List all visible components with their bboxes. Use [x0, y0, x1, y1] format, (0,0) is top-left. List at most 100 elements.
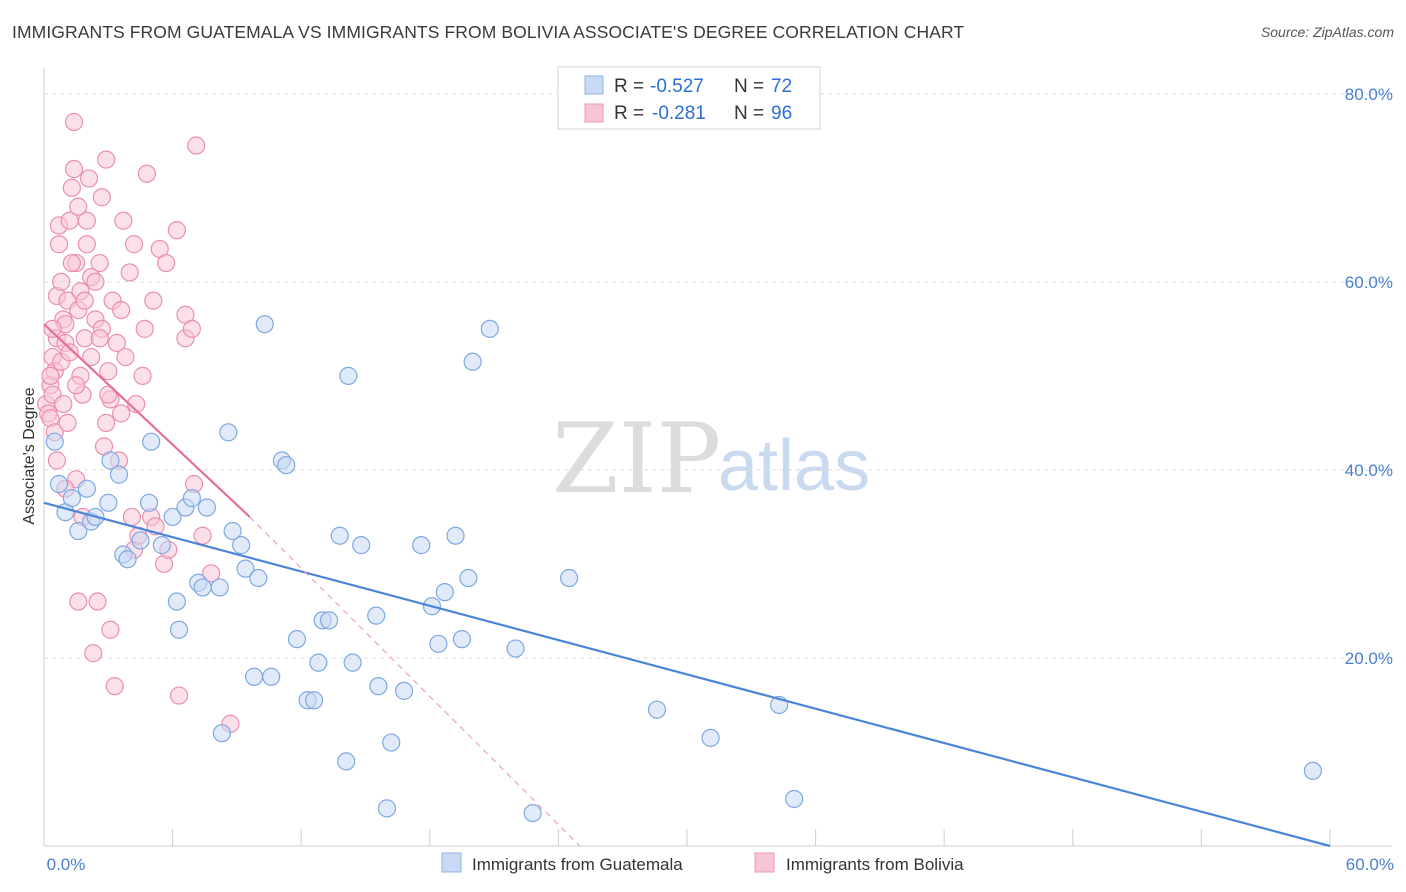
bottom-legend-label-bolivia: Immigrants from Bolivia [786, 855, 964, 874]
point-bolivia [64, 159, 84, 179]
point-guatemala [118, 550, 137, 569]
point-guatemala [377, 799, 397, 818]
point-guatemala [452, 630, 472, 649]
point-bolivia [112, 404, 131, 423]
point-bolivia [77, 235, 96, 254]
series-legend: Immigrants from Guatemala Immigrants fro… [441, 852, 964, 874]
y-axis-label: Associate's Degree [21, 387, 38, 524]
point-bolivia [114, 211, 133, 230]
point-bolivia [43, 319, 62, 338]
point-guatemala [287, 630, 307, 649]
point-guatemala [99, 493, 118, 512]
point-guatemala [182, 489, 201, 508]
point-bolivia [62, 178, 81, 197]
point-guatemala [131, 531, 150, 550]
point-guatemala [412, 536, 431, 555]
legend-r-label-guatemala: R = [614, 76, 644, 97]
point-bolivia [144, 291, 163, 310]
y-tick-label: 20.0% [1345, 649, 1393, 668]
correlation-legend: R = -0.527 N = 72 R = -0.281 N = 96 [557, 66, 821, 130]
bottom-legend-swatch-bolivia [754, 852, 775, 873]
point-guatemala [152, 536, 171, 555]
series-bolivia-points [37, 112, 240, 733]
point-bolivia [122, 507, 141, 527]
point-guatemala [369, 677, 388, 696]
point-bolivia [79, 169, 99, 188]
point-guatemala [277, 456, 296, 475]
point-bolivia [116, 347, 135, 367]
point-guatemala [304, 691, 324, 710]
legend-n-value-guatemala: 72 [771, 76, 792, 97]
x-tick-label-min: 0.0% [47, 855, 86, 874]
trend-line-bolivia [43, 323, 251, 518]
point-guatemala [339, 366, 358, 385]
point-bolivia [112, 300, 131, 320]
point-guatemala [223, 521, 242, 541]
point-bolivia [64, 112, 84, 132]
point-guatemala [219, 423, 238, 442]
point-guatemala [62, 489, 81, 508]
point-guatemala [169, 620, 189, 639]
point-guatemala [647, 700, 667, 719]
y-tick-label: 40.0% [1345, 461, 1393, 480]
point-bolivia [99, 385, 118, 404]
point-bolivia [41, 366, 60, 385]
point-bolivia [99, 362, 118, 381]
point-bolivia [77, 211, 96, 230]
point-guatemala [142, 432, 161, 451]
point-bolivia [52, 272, 71, 291]
point-guatemala [167, 592, 186, 611]
point-bolivia [101, 620, 120, 639]
point-bolivia [124, 235, 144, 254]
y-tick-labels: 20.0% 40.0% 60.0% 80.0% [1345, 85, 1393, 668]
trend-lines [43, 323, 1331, 848]
point-guatemala [367, 606, 386, 625]
point-guatemala [319, 611, 339, 630]
bottom-legend-label-guatemala: Immigrants from Guatemala [472, 855, 683, 874]
point-bolivia [58, 413, 77, 432]
legend-r-value-bolivia: -0.281 [652, 103, 706, 124]
point-guatemala [463, 352, 482, 371]
point-bolivia [54, 394, 73, 414]
point-bolivia [82, 347, 101, 367]
point-guatemala [337, 752, 356, 771]
x-ticks [43, 829, 1331, 846]
legend-n-label-guatemala: N = [734, 76, 764, 97]
point-guatemala [480, 319, 499, 338]
point-bolivia [90, 329, 109, 348]
point-bolivia [97, 413, 116, 432]
legend-swatch-guatemala [584, 75, 604, 95]
point-bolivia [60, 343, 79, 362]
point-guatemala [101, 451, 120, 470]
legend-r-value-guatemala: -0.527 [650, 76, 704, 97]
point-bolivia [182, 319, 201, 338]
point-guatemala [429, 634, 448, 653]
point-guatemala [309, 653, 328, 672]
legend-swatch-bolivia [584, 103, 604, 123]
point-guatemala [459, 568, 478, 588]
gridlines [44, 93, 1392, 659]
point-guatemala [560, 568, 579, 588]
point-bolivia [127, 394, 146, 414]
point-guatemala [193, 578, 212, 597]
point-bolivia [62, 253, 81, 273]
point-guatemala [785, 789, 804, 809]
point-guatemala [523, 803, 542, 823]
point-bolivia [202, 564, 221, 583]
point-guatemala [109, 465, 129, 484]
point-bolivia [88, 592, 107, 611]
point-bolivia [49, 235, 69, 254]
point-bolivia [86, 272, 105, 291]
point-bolivia [187, 136, 206, 155]
legend-n-label-bolivia: N = [734, 103, 764, 124]
point-guatemala [435, 583, 454, 602]
point-bolivia [69, 197, 88, 216]
point-guatemala [212, 724, 231, 743]
point-bolivia [137, 164, 156, 183]
y-tick-label: 80.0% [1345, 85, 1393, 104]
point-bolivia [169, 686, 189, 705]
point-bolivia [167, 221, 186, 240]
y-tick-label: 60.0% [1345, 273, 1393, 292]
point-bolivia [47, 451, 66, 470]
point-guatemala [210, 578, 229, 597]
